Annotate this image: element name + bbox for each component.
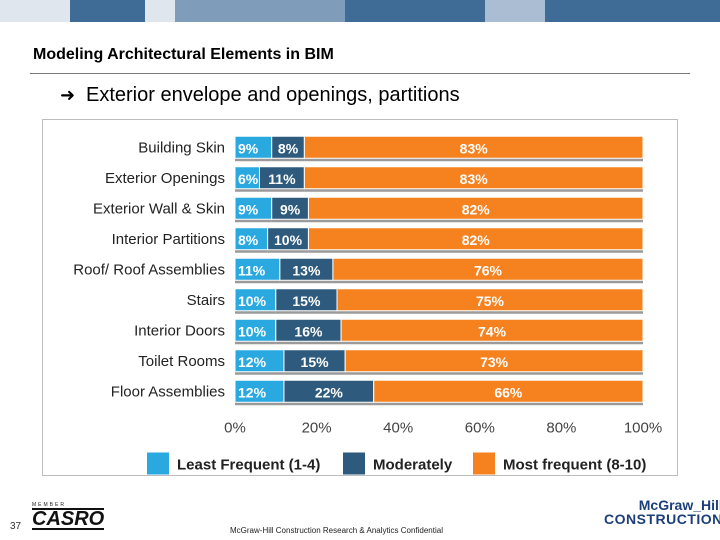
data-label: 15% (301, 354, 330, 370)
category-label: Roof/ Roof Assemblies (73, 261, 225, 278)
category-label: Exterior Openings (105, 170, 225, 187)
data-label: 8% (278, 140, 299, 156)
data-label: 83% (460, 171, 489, 187)
legend-swatch (343, 452, 365, 475)
bar-segment (373, 379, 644, 403)
data-label: 13% (292, 262, 321, 278)
data-label: 76% (474, 262, 503, 278)
footer-confidential-note: McGraw-Hill Construction Research & Anal… (230, 526, 443, 535)
data-label: 12% (238, 354, 267, 370)
page-number: 37 (10, 521, 22, 532)
data-label: 9% (238, 201, 259, 217)
data-label: 15% (292, 293, 321, 309)
data-label: 11% (238, 262, 266, 278)
bullet-text: Exterior envelope and openings, partitio… (86, 84, 460, 106)
bar-segment (340, 318, 644, 342)
casro-member-label: MEMBER (32, 502, 66, 508)
data-label: 22% (315, 384, 344, 400)
x-tick-label: 100% (624, 420, 662, 437)
data-label: 75% (476, 293, 505, 309)
bar-segment (307, 227, 644, 251)
data-label: 82% (462, 201, 491, 217)
arrow-bullet-icon: ➜ (60, 85, 76, 105)
bar-segment (307, 196, 644, 220)
chart-panel: Building Skin 9% 8% 83% Exterior Openings 6% 1… (42, 119, 678, 476)
category-label: Interior Partitions (112, 231, 225, 248)
band-segment (145, 0, 175, 22)
legend-swatch (147, 452, 169, 475)
top-color-band (0, 0, 720, 22)
bar-segment (303, 135, 644, 159)
x-tick-label: 0% (224, 420, 246, 437)
casro-wordmark: CASRO (32, 508, 105, 530)
data-label: 9% (280, 201, 301, 217)
category-label: Toilet Rooms (138, 353, 225, 370)
x-tick-label: 20% (302, 420, 332, 437)
category-label: Interior Doors (134, 322, 225, 339)
legend-swatch (473, 452, 495, 475)
data-label: 11% (268, 171, 296, 187)
bullet-item: ➜ Exterior envelope and openings, partit… (60, 84, 460, 107)
bar-segment (303, 166, 644, 190)
data-label: 66% (494, 384, 523, 400)
band-segment (545, 0, 720, 22)
category-label: Floor Assemblies (111, 383, 225, 400)
bar-segment (332, 257, 644, 281)
mcgraw-hill-construction-logo: McGraw_Hill CONSTRUCTION (604, 498, 720, 526)
brand-line-2: CONSTRUCTION (604, 511, 720, 527)
category-label: Building Skin (138, 139, 225, 156)
data-label: 73% (480, 354, 509, 370)
slide-title: Modeling Architectural Elements in BIM (33, 46, 334, 63)
band-segment (485, 0, 545, 22)
data-label: 10% (238, 293, 267, 309)
bar-segment (336, 288, 644, 312)
stacked-bar-chart: Building Skin 9% 8% 83% Exterior Openings 6% 1… (73, 135, 662, 475)
band-segment (70, 0, 145, 22)
data-label: 82% (462, 232, 491, 248)
data-label: 6% (238, 171, 259, 187)
x-tick-label: 60% (465, 420, 495, 437)
data-label: 9% (238, 140, 259, 156)
x-tick-label: 80% (546, 420, 576, 437)
band-segment (345, 0, 485, 22)
data-label: 16% (294, 323, 323, 339)
title-divider (30, 73, 690, 74)
band-segment (175, 0, 345, 22)
category-label: Exterior Wall & Skin (93, 200, 225, 217)
x-tick-label: 40% (383, 420, 413, 437)
data-label: 12% (238, 384, 267, 400)
data-label: 74% (478, 323, 507, 339)
casro-logo: MEMBER CASRO (32, 502, 105, 530)
brand-line-1: McGraw_Hill (638, 497, 720, 513)
legend-label: Least Frequent (1-4) (177, 457, 320, 474)
data-label: 8% (238, 232, 259, 248)
category-label: Stairs (187, 292, 225, 309)
legend-label: Most frequent (8-10) (503, 457, 646, 474)
bar-segment (344, 349, 644, 373)
legend-label: Moderately (373, 457, 453, 474)
data-label: 83% (460, 140, 489, 156)
data-label: 10% (238, 323, 267, 339)
band-segment (0, 0, 70, 22)
data-label: 10% (274, 232, 303, 248)
